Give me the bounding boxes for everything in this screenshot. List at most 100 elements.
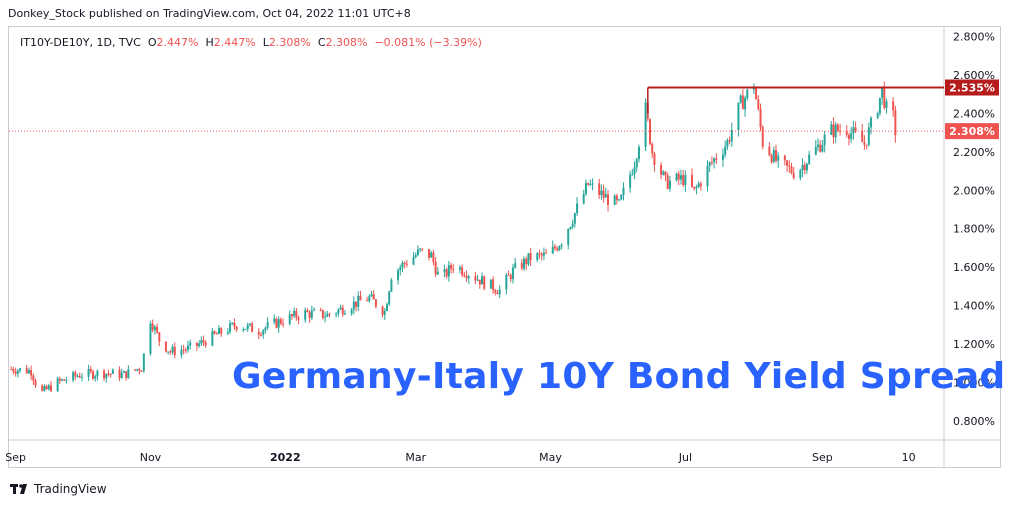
candle-body <box>421 248 424 250</box>
candle-body <box>867 127 870 146</box>
candle-body <box>509 275 512 279</box>
candle-body <box>306 310 309 313</box>
candle-body <box>434 261 437 275</box>
candle-body <box>821 145 824 152</box>
last-price-label: 2.308% <box>949 125 995 138</box>
candle-body <box>830 124 833 135</box>
x-tick-label: Mar <box>405 451 426 464</box>
candle-body <box>832 124 835 138</box>
candle-body <box>103 370 106 379</box>
x-tick-label: Nov <box>140 451 162 464</box>
candle-body <box>653 153 656 165</box>
candle-body <box>328 313 331 315</box>
candle-body <box>649 119 652 145</box>
candle-body <box>61 379 64 381</box>
candle-body <box>374 299 377 307</box>
candle-body <box>419 248 422 250</box>
candle-body <box>397 270 400 280</box>
candle-body <box>12 369 15 372</box>
candle-body <box>553 246 556 249</box>
candle-body <box>679 175 682 180</box>
candle-body <box>458 267 461 270</box>
candle-body <box>127 369 130 379</box>
candle-body <box>584 183 587 195</box>
candle-body <box>492 279 495 291</box>
candle-body <box>538 253 541 255</box>
candle-body <box>47 385 50 390</box>
publisher-line: Donkey_Stock published on TradingView.co… <box>8 7 411 20</box>
candle-body <box>25 368 28 374</box>
candle-body <box>215 333 218 335</box>
candle-body <box>863 142 866 145</box>
open-value: 2.447% <box>156 36 199 49</box>
candle-body <box>892 101 895 111</box>
candle-body <box>629 174 632 188</box>
y-tick-label: 0.800% <box>953 415 995 428</box>
candle-body <box>631 174 634 176</box>
candle-body <box>125 371 128 379</box>
candle-body <box>246 324 249 330</box>
candle-body <box>664 171 667 176</box>
candle-body <box>390 279 393 292</box>
candle-body <box>242 329 245 331</box>
open-label: O <box>147 36 157 49</box>
candle-body <box>752 88 755 90</box>
candle-body <box>211 331 214 346</box>
candle-body <box>523 258 526 269</box>
candle-body <box>401 262 404 268</box>
candle-body <box>341 307 344 315</box>
candle-body <box>63 379 66 381</box>
candle-body <box>525 258 528 265</box>
candle-body <box>847 134 850 139</box>
candle-body <box>204 342 207 346</box>
x-tick-label: 2022 <box>270 451 301 464</box>
candle-body <box>741 95 744 110</box>
candle-body <box>520 263 523 269</box>
candle-body <box>571 223 574 227</box>
candle-body <box>834 124 837 138</box>
candle-body <box>744 97 747 110</box>
candle-body <box>783 155 786 161</box>
candle-body <box>447 264 450 277</box>
candle-body <box>430 252 433 258</box>
candle-body <box>739 95 742 103</box>
candle-body <box>730 129 733 142</box>
x-tick-label: Sep <box>812 451 833 464</box>
y-tick-label: 2.800% <box>953 31 995 44</box>
candle-body <box>432 252 435 262</box>
candle-body <box>474 276 477 281</box>
candle-body <box>542 252 545 256</box>
candle-body <box>494 290 497 293</box>
candle-body <box>388 291 391 305</box>
candle-body <box>558 246 561 251</box>
candle-body <box>805 163 808 171</box>
candle-body <box>677 173 680 180</box>
candle-body <box>156 326 159 333</box>
candle-body <box>633 167 636 175</box>
candle-body <box>529 253 532 261</box>
candle-body <box>443 269 446 272</box>
candle-body <box>556 248 559 251</box>
candle-body <box>19 368 22 371</box>
candle-body <box>319 309 322 311</box>
candle-body <box>761 127 764 147</box>
candle-body <box>96 370 99 377</box>
candle-body <box>881 86 884 98</box>
candle-body <box>759 108 762 128</box>
candle-body <box>505 274 508 290</box>
candle-body <box>845 130 848 135</box>
candle-body <box>803 164 806 171</box>
candle-body <box>273 318 276 323</box>
candle-body <box>122 371 125 373</box>
resistance-price-tag <box>945 79 999 96</box>
candle-body <box>180 349 183 356</box>
candle-body <box>637 146 640 160</box>
y-tick-label: 1.600% <box>953 261 995 274</box>
candle-body <box>483 276 486 289</box>
candle-body <box>591 183 594 185</box>
candle-body <box>861 131 864 143</box>
candle-body <box>777 155 780 161</box>
close-value: 2.308% <box>325 36 368 49</box>
high-value: 2.447% <box>213 36 256 49</box>
